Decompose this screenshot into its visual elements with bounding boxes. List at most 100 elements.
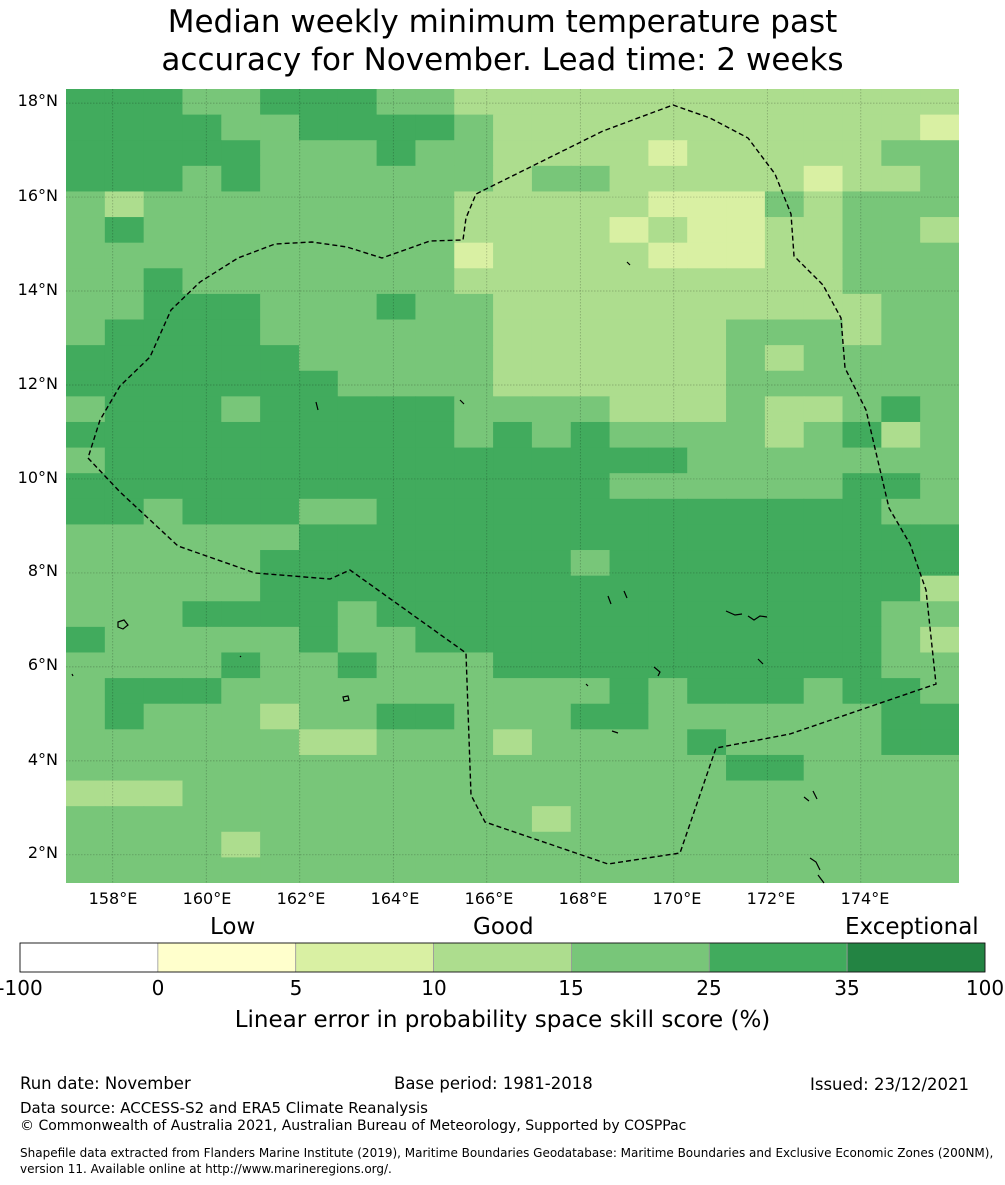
grid-cell bbox=[687, 754, 727, 782]
grid-cell bbox=[298, 729, 339, 756]
grid-cell bbox=[493, 473, 533, 500]
grid-cell bbox=[221, 498, 261, 526]
grid-cell bbox=[376, 626, 417, 654]
grid-cell bbox=[337, 421, 378, 449]
grid-cell bbox=[376, 473, 417, 500]
grid-cell bbox=[842, 550, 882, 577]
grid-cell bbox=[260, 319, 300, 346]
grid-cell bbox=[221, 729, 261, 756]
grid-cell bbox=[376, 217, 417, 244]
grid-cell bbox=[803, 89, 844, 116]
grid-cell bbox=[531, 293, 572, 321]
shapefile-credit-line-2: version 11. Available online at http://w… bbox=[20, 1162, 392, 1176]
grid-cell bbox=[454, 678, 494, 705]
grid-cell bbox=[415, 550, 455, 577]
grid-cell bbox=[570, 268, 611, 295]
grid-cell bbox=[66, 319, 106, 346]
grid-cell bbox=[376, 678, 417, 705]
grid-cell bbox=[104, 498, 145, 526]
grid-cell bbox=[803, 473, 844, 500]
grid-cell bbox=[842, 421, 882, 449]
grid-cell bbox=[726, 370, 766, 397]
grid-cell bbox=[298, 447, 339, 474]
grid-cell bbox=[337, 626, 378, 654]
grid-cell bbox=[415, 217, 455, 244]
grid-cell bbox=[143, 780, 184, 807]
grid-cell bbox=[570, 89, 611, 116]
grid-cell bbox=[764, 473, 805, 500]
grid-cell bbox=[143, 601, 184, 628]
grid-cell bbox=[66, 242, 106, 269]
grid-cell bbox=[337, 806, 378, 833]
grid-cell bbox=[920, 831, 959, 858]
grid-cell bbox=[881, 396, 921, 423]
grid-cell bbox=[920, 421, 959, 449]
grid-cell bbox=[687, 242, 727, 269]
grid-cell bbox=[143, 319, 184, 346]
copyright: © Commonwealth of Australia 2021, Austra… bbox=[20, 1118, 687, 1134]
lat-label: 2°N bbox=[27, 843, 58, 862]
grid-cell bbox=[493, 191, 533, 218]
grid-cell bbox=[376, 114, 417, 141]
grid-cell bbox=[260, 524, 300, 551]
grid-cell bbox=[298, 473, 339, 500]
grid-cell bbox=[337, 319, 378, 346]
grid-cell bbox=[687, 370, 727, 397]
grid-cell bbox=[764, 421, 805, 449]
grid-cell bbox=[609, 601, 649, 628]
grid-cell bbox=[881, 191, 921, 218]
grid-cell bbox=[531, 370, 572, 397]
grid-cell bbox=[570, 806, 611, 833]
grid-cell bbox=[454, 780, 494, 807]
grid-cell bbox=[920, 268, 959, 295]
grid-cell bbox=[376, 524, 417, 551]
grid-cell bbox=[298, 754, 339, 782]
grid-cell bbox=[182, 780, 222, 807]
grid-cell bbox=[493, 396, 533, 423]
grid-cell bbox=[221, 191, 261, 218]
grid-cell bbox=[920, 729, 959, 756]
grid-cell bbox=[648, 729, 688, 756]
grid-cell bbox=[531, 114, 572, 141]
grid-cell bbox=[66, 114, 106, 141]
grid-cell bbox=[454, 370, 494, 397]
grid-cell bbox=[726, 806, 766, 833]
lat-label: 18°N bbox=[17, 91, 58, 110]
grid-cell bbox=[260, 370, 300, 397]
grid-cell bbox=[648, 550, 688, 577]
grid-cell bbox=[881, 780, 921, 807]
grid-cell bbox=[803, 857, 844, 883]
grid-cell bbox=[803, 396, 844, 423]
grid-cell bbox=[337, 831, 378, 858]
grid-cell bbox=[260, 421, 300, 449]
grid-cell bbox=[66, 498, 106, 526]
grid-cell bbox=[531, 575, 572, 602]
grid-cell bbox=[764, 217, 805, 244]
grid-cell bbox=[570, 191, 611, 218]
grid-cell bbox=[764, 447, 805, 474]
grid-cell bbox=[104, 345, 145, 372]
grid-cell bbox=[182, 165, 222, 193]
grid-cell bbox=[221, 421, 261, 449]
grid-cell bbox=[104, 601, 145, 628]
grid-cell bbox=[143, 473, 184, 500]
grid-cell bbox=[803, 191, 844, 218]
grid-cell bbox=[66, 678, 106, 705]
grid-cell bbox=[609, 678, 649, 705]
island bbox=[803, 790, 818, 802]
grid-cell bbox=[531, 242, 572, 269]
grid-cell bbox=[415, 857, 455, 883]
lon-label: 158°E bbox=[88, 889, 138, 908]
grid-cell bbox=[881, 268, 921, 295]
grid-cell bbox=[803, 550, 844, 577]
grid-cell bbox=[648, 780, 688, 807]
grid-cell bbox=[803, 319, 844, 346]
grid-cell bbox=[687, 498, 727, 526]
grid-cell bbox=[454, 447, 494, 474]
grid-cell bbox=[182, 319, 222, 346]
grid-cell bbox=[648, 601, 688, 628]
grid-cell bbox=[260, 293, 300, 321]
grid-cell bbox=[415, 345, 455, 372]
grid-cell bbox=[376, 498, 417, 526]
grid-cell bbox=[337, 498, 378, 526]
